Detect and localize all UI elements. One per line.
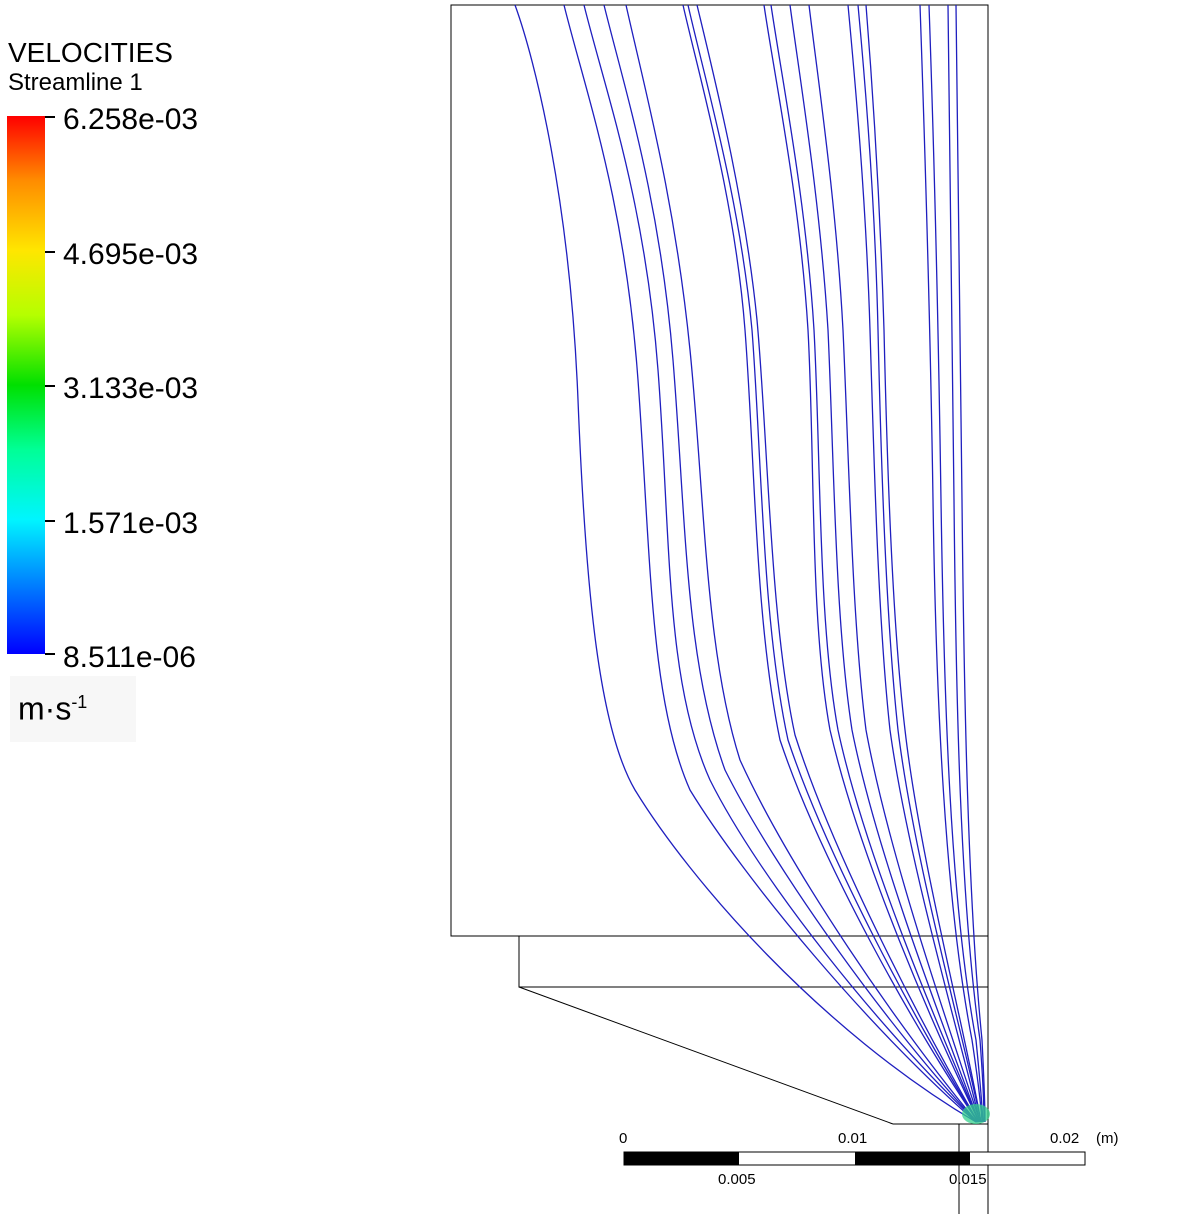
streamline-path [583, 4, 978, 1123]
streamline-path [696, 4, 979, 1123]
streamline-path [770, 4, 980, 1123]
streamline-path [955, 4, 986, 1123]
legend-unit: m·s-1 [18, 690, 88, 727]
streamline-path [563, 4, 977, 1123]
legend-tick-label: 4.695e-03 [63, 238, 199, 271]
streamline-path [847, 4, 981, 1123]
cone-wall [518, 986, 894, 1125]
legend-tick [45, 116, 55, 118]
scale-label-0.005: 0.005 [718, 1171, 756, 1188]
color-bar [7, 116, 45, 654]
legend-title: VELOCITIES [8, 37, 173, 68]
scale-label-0: 0 [619, 1130, 627, 1147]
scale-label-0.02: 0.02 [1050, 1130, 1079, 1147]
streamline-source [962, 1104, 990, 1124]
streamline-path [682, 4, 979, 1123]
streamline-path [928, 4, 984, 1123]
streamline-path [808, 4, 981, 1123]
streamline-path [919, 4, 983, 1123]
streamline-path [789, 4, 980, 1123]
legend-tick [45, 385, 55, 387]
legend-tick [45, 653, 55, 655]
scale-unit: (m) [1096, 1130, 1119, 1147]
scale-bar-segment-dark [624, 1152, 739, 1165]
streamline-path [603, 4, 978, 1123]
legend-tick-label: 3.133e-03 [63, 372, 199, 405]
step-outline [518, 936, 988, 988]
velocity-legend: VELOCITIES Streamline 1 6.258e-03 4.695e… [0, 0, 260, 760]
streamline-path [625, 4, 978, 1123]
streamline-path [763, 4, 980, 1123]
scale-bar: 0 0.01 0.02 (m) 0.005 0.015 [619, 1130, 1119, 1188]
streamline-path [687, 4, 979, 1123]
domain-outline [450, 4, 989, 1214]
streamline-path [514, 4, 977, 1123]
streamline-path [947, 4, 985, 1123]
scale-label-0.01: 0.01 [838, 1130, 867, 1147]
unit-box [10, 676, 136, 742]
legend-max-label: 6.258e-03 [63, 103, 199, 136]
legend-tick-label: 1.571e-03 [63, 507, 199, 540]
streamline-path [857, 4, 982, 1123]
upper-chamber-outline [450, 4, 989, 937]
scale-bar-segment-dark [855, 1152, 970, 1165]
streamline-path [865, 4, 982, 1123]
legend-subtitle: Streamline 1 [8, 69, 143, 96]
scale-label-0.015: 0.015 [949, 1171, 987, 1188]
legend-tick [45, 520, 55, 522]
legend-tick [45, 251, 55, 253]
streamlines [514, 4, 986, 1123]
legend-min-label: 8.511e-06 [63, 641, 196, 674]
